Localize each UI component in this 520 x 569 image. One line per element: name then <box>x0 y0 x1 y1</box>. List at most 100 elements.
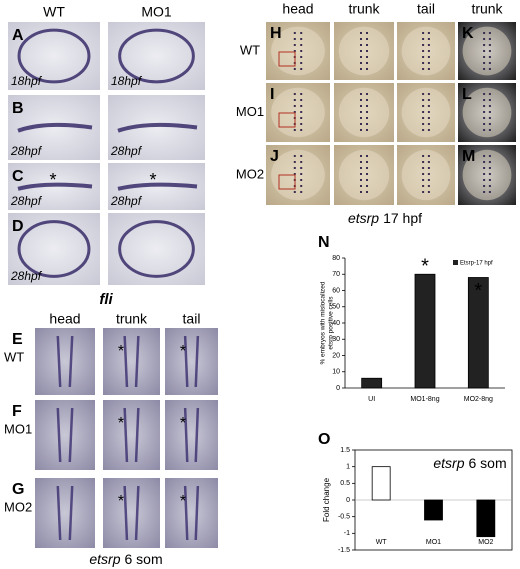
x-tick-label: WT <box>376 539 388 546</box>
micrograph <box>103 400 160 470</box>
vessel <box>194 407 200 463</box>
title-gene: etsrp <box>433 455 464 471</box>
y-tick-label: 10 <box>332 369 340 376</box>
micrograph <box>266 83 330 142</box>
legend-swatch <box>453 260 458 265</box>
image-background <box>165 328 218 395</box>
micrograph <box>165 478 218 548</box>
panel-label: A <box>12 27 24 44</box>
y-tick-label: 1.5 <box>340 447 350 454</box>
column-header: tail <box>183 311 201 327</box>
asterisk: * <box>421 256 429 278</box>
stage-label: 18hpf <box>111 74 143 88</box>
y-tick-label: -1.5 <box>338 547 350 554</box>
vessel <box>183 407 189 463</box>
embryo <box>17 28 91 84</box>
micrograph <box>35 400 95 470</box>
micrograph <box>266 22 330 80</box>
y-tick-label: 30 <box>332 336 340 343</box>
panel-label: O <box>318 431 330 448</box>
embryo <box>462 87 512 138</box>
bar <box>476 499 496 538</box>
panel-label: D <box>12 218 24 235</box>
panel-label: F <box>12 403 22 420</box>
condition-label: MO2 <box>236 166 264 181</box>
embryo <box>338 149 390 201</box>
chart-title: etsrp 6 som <box>433 455 506 471</box>
micrograph <box>458 145 516 205</box>
panel-label: L <box>462 86 472 103</box>
bar <box>414 273 436 389</box>
embryo <box>338 87 390 138</box>
vessel <box>183 485 189 541</box>
condition-label: WT <box>4 349 24 364</box>
embryo <box>117 182 198 191</box>
panel-label: G <box>12 481 24 498</box>
cells <box>360 32 368 70</box>
asterisk: * <box>49 170 56 190</box>
panel-label: E <box>12 331 23 348</box>
embryo <box>401 149 451 201</box>
embryo <box>462 26 512 76</box>
cells <box>422 32 430 70</box>
cells <box>422 93 430 132</box>
column-header: head <box>282 1 313 17</box>
micrograph <box>108 95 205 160</box>
y-tick-label: 20 <box>332 352 340 359</box>
micrograph <box>397 22 455 80</box>
column-header: WT <box>43 4 65 20</box>
micrograph <box>165 328 218 395</box>
caption: etsrp 6 som <box>89 551 162 567</box>
vessel <box>68 485 74 541</box>
stage-label: 28hpf <box>10 144 43 158</box>
embryo <box>117 122 198 133</box>
asterisk: * <box>180 415 186 432</box>
highlight-box <box>278 51 296 67</box>
panel-label: K <box>462 25 474 42</box>
y-tick-label: 80 <box>332 255 340 262</box>
vessel <box>123 335 129 388</box>
y-axis-label: etsrp positive cells <box>328 296 335 350</box>
micrograph <box>397 83 455 142</box>
condition-label: WT <box>240 42 260 57</box>
embryo <box>401 26 451 76</box>
vessel <box>123 407 129 463</box>
x-tick-label: UI <box>368 396 375 403</box>
micrograph <box>334 145 394 205</box>
micrograph <box>35 478 95 548</box>
micrograph <box>165 400 218 470</box>
highlight-box <box>278 112 296 128</box>
embryo <box>401 87 451 138</box>
embryo <box>462 149 512 201</box>
panel-label: I <box>270 86 274 103</box>
bar <box>371 466 391 501</box>
embryo <box>338 26 390 76</box>
y-tick-label: 70 <box>332 271 340 278</box>
micrograph <box>108 22 205 90</box>
asterisk: * <box>118 493 124 510</box>
vessel <box>56 335 62 388</box>
image-background <box>8 213 100 285</box>
x-tick-label: MO1-8ng <box>410 396 439 403</box>
column-header: trunk <box>348 1 380 17</box>
caption-stage: 6 som <box>125 551 163 567</box>
caption-stage: 17 hpf <box>383 210 422 226</box>
vessel <box>56 407 62 463</box>
embryo <box>271 149 325 201</box>
panel-label: H <box>270 25 282 42</box>
image-background <box>108 213 205 285</box>
bar <box>361 377 383 389</box>
stage-label: 28hpf <box>110 194 143 208</box>
asterisk: * <box>180 493 186 510</box>
panel-label: C <box>12 168 24 185</box>
cells <box>360 93 368 132</box>
vessel <box>68 335 74 388</box>
image-background <box>103 478 160 548</box>
cells <box>422 155 430 195</box>
image-background <box>103 400 160 470</box>
stage-label: 28hpf <box>10 269 43 283</box>
stage-label: 28hpf <box>110 144 143 158</box>
title-stage: 6 som <box>469 455 507 471</box>
image-background <box>108 22 205 90</box>
